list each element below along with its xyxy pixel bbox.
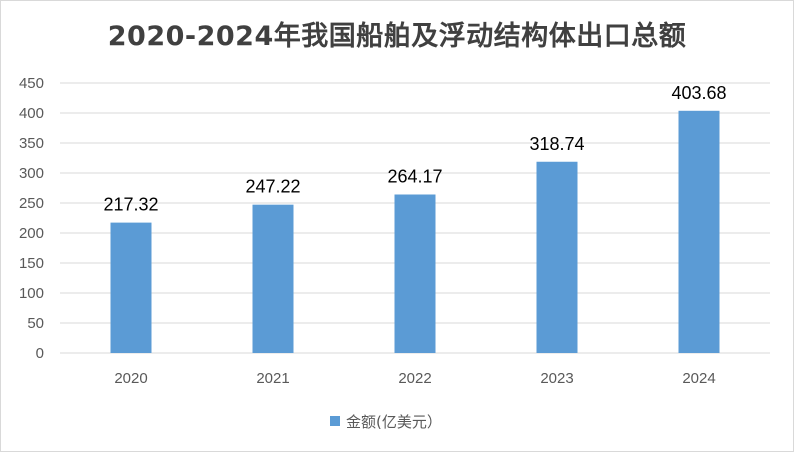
bar bbox=[536, 161, 578, 353]
y-tick-label: 250 bbox=[19, 195, 44, 212]
legend-label: 金额(亿美元） bbox=[346, 412, 442, 431]
bar bbox=[678, 110, 720, 354]
bar bbox=[110, 222, 152, 353]
data-label: 403.68 bbox=[671, 83, 726, 103]
legend-swatch bbox=[330, 416, 340, 426]
y-tick-label: 50 bbox=[27, 315, 44, 332]
bar bbox=[394, 194, 436, 353]
data-label: 247.22 bbox=[245, 177, 300, 197]
y-tick-label: 450 bbox=[19, 75, 44, 92]
bar bbox=[252, 204, 294, 353]
y-tick-label: 100 bbox=[19, 285, 44, 302]
x-tick-label: 2020 bbox=[114, 370, 147, 387]
data-label: 264.17 bbox=[387, 166, 442, 186]
x-tick-label: 2022 bbox=[398, 370, 431, 387]
x-tick-label: 2023 bbox=[540, 370, 573, 387]
y-tick-label: 400 bbox=[19, 105, 44, 122]
data-label: 217.32 bbox=[103, 195, 158, 215]
x-tick-label: 2021 bbox=[256, 370, 289, 387]
x-tick-label: 2024 bbox=[682, 370, 715, 387]
y-tick-label: 150 bbox=[19, 255, 44, 272]
y-tick-label: 350 bbox=[19, 135, 44, 152]
y-tick-label: 300 bbox=[19, 165, 44, 182]
legend: 金额(亿美元） bbox=[330, 411, 442, 431]
y-tick-label: 200 bbox=[19, 225, 44, 242]
chart-title: 2020-2024年我国船舶及浮动结构体出口总额 bbox=[107, 21, 687, 52]
data-label: 318.74 bbox=[529, 134, 584, 154]
y-tick-label: 0 bbox=[36, 345, 44, 362]
